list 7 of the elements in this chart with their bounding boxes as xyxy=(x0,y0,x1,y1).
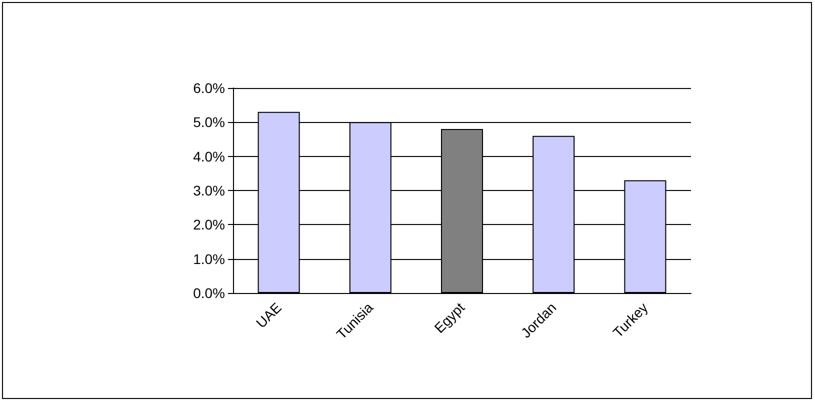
y-tick-label: 1.0% xyxy=(193,250,225,267)
y-tick-label: 2.0% xyxy=(193,216,225,233)
y-tick-label: 6.0% xyxy=(193,80,225,96)
y-tick-label: 3.0% xyxy=(193,182,225,198)
y-tick-label: 4.0% xyxy=(193,148,225,164)
y-tick-label: 5.0% xyxy=(193,114,225,130)
y-tick-label: 0.0% xyxy=(193,285,225,301)
